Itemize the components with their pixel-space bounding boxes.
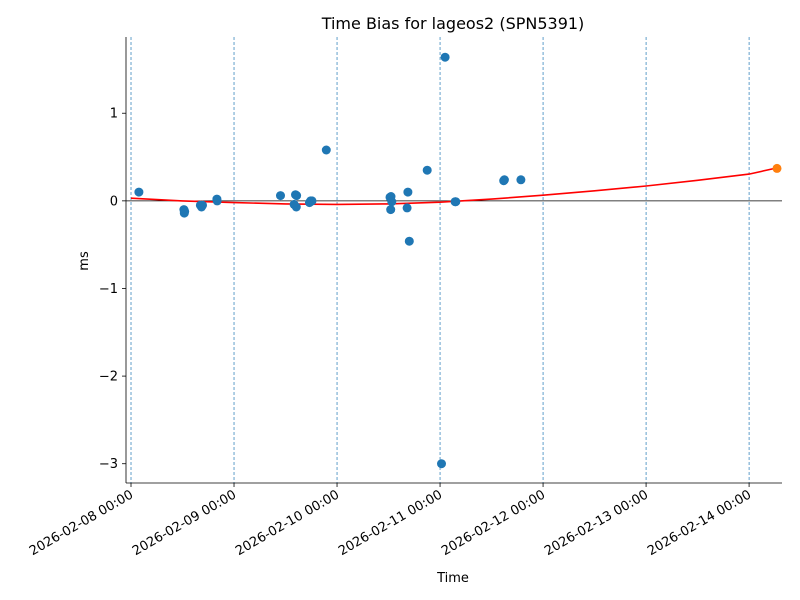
data-point xyxy=(276,191,285,201)
y-axis-label: ms xyxy=(77,251,92,271)
data-point xyxy=(404,236,414,246)
data-point xyxy=(516,175,526,185)
data-point xyxy=(198,200,207,210)
y-tick-label: 0 xyxy=(110,194,118,209)
data-point xyxy=(387,197,397,207)
data-point xyxy=(134,187,144,197)
data-point xyxy=(402,203,412,213)
y-tick-label: −3 xyxy=(99,457,118,472)
data-point xyxy=(292,191,302,201)
data-point xyxy=(499,175,509,185)
data-point xyxy=(437,459,446,469)
data-point xyxy=(440,52,450,62)
chart-title: Time Bias for lageos2 (SPN5391) xyxy=(321,14,585,33)
data-point xyxy=(321,145,331,155)
data-point xyxy=(451,197,461,207)
y-tick-label: 1 xyxy=(110,107,118,122)
fit-curve xyxy=(130,167,775,206)
data-point xyxy=(386,205,396,215)
data-point xyxy=(291,202,301,212)
data-point xyxy=(212,196,222,206)
prediction-point xyxy=(772,163,782,173)
y-tick-label: −2 xyxy=(99,370,118,385)
data-point xyxy=(180,206,190,216)
data-point xyxy=(422,165,432,175)
data-point xyxy=(403,187,413,197)
data-point xyxy=(307,196,317,206)
y-tick-label: −1 xyxy=(99,282,118,297)
x-axis-label: Time xyxy=(436,571,469,586)
